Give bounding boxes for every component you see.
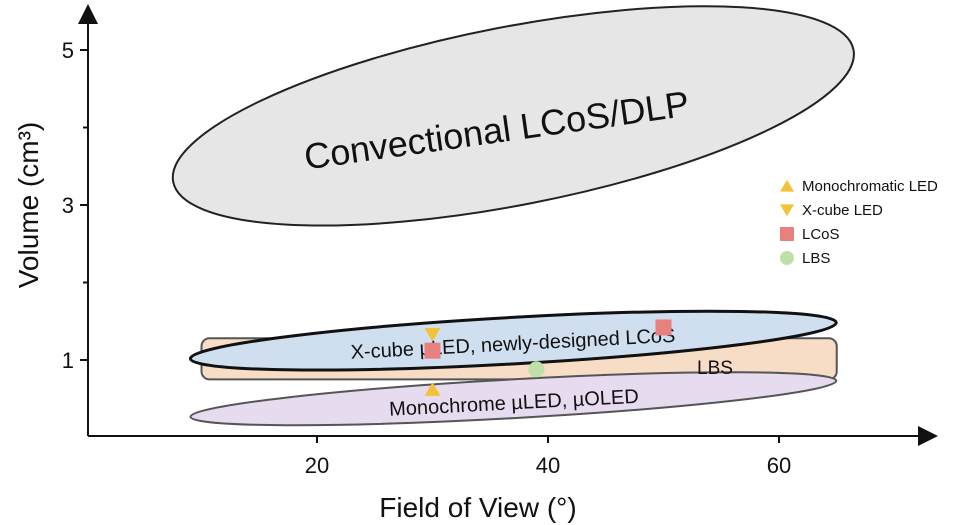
legend-marker <box>780 227 794 241</box>
data-point-x-cube-led <box>424 328 441 342</box>
region-1 <box>171 5 855 227</box>
y-tick-label: 5 <box>62 38 74 63</box>
data-point-lcos <box>655 319 672 336</box>
x-tick-label: 40 <box>536 453 560 478</box>
legend-label: X-cube LED <box>802 202 883 219</box>
regions-layer <box>171 5 855 427</box>
x-axis-title: Field of View (°) <box>379 492 576 523</box>
legend-marker <box>780 251 794 265</box>
legend-marker <box>780 204 794 217</box>
legend: Monochromatic LED X-cube LED LCoS LBS <box>780 178 938 267</box>
legend-marker <box>780 179 794 192</box>
points-layer <box>424 319 672 396</box>
region-4 <box>189 371 838 427</box>
x-tick-label: 20 <box>305 453 329 478</box>
legend-label: LCoS <box>802 226 840 243</box>
y-tick-label: 1 <box>62 348 74 373</box>
data-point-lcos <box>424 342 441 359</box>
data-point-lbs <box>528 361 545 378</box>
x-tick-label: 60 <box>767 453 791 478</box>
y-axis-title: Volume (cm³) <box>13 122 44 288</box>
ticks-layer: 20 40 60 1 3 5 <box>62 38 791 478</box>
legend-label: Monochromatic LED <box>802 178 938 195</box>
y-tick-label: 3 <box>62 193 74 218</box>
region-label-2: LBS <box>697 358 733 379</box>
data-point-monochromatic-led <box>424 382 441 396</box>
region-3 <box>188 309 838 372</box>
legend-label: LBS <box>802 250 830 267</box>
